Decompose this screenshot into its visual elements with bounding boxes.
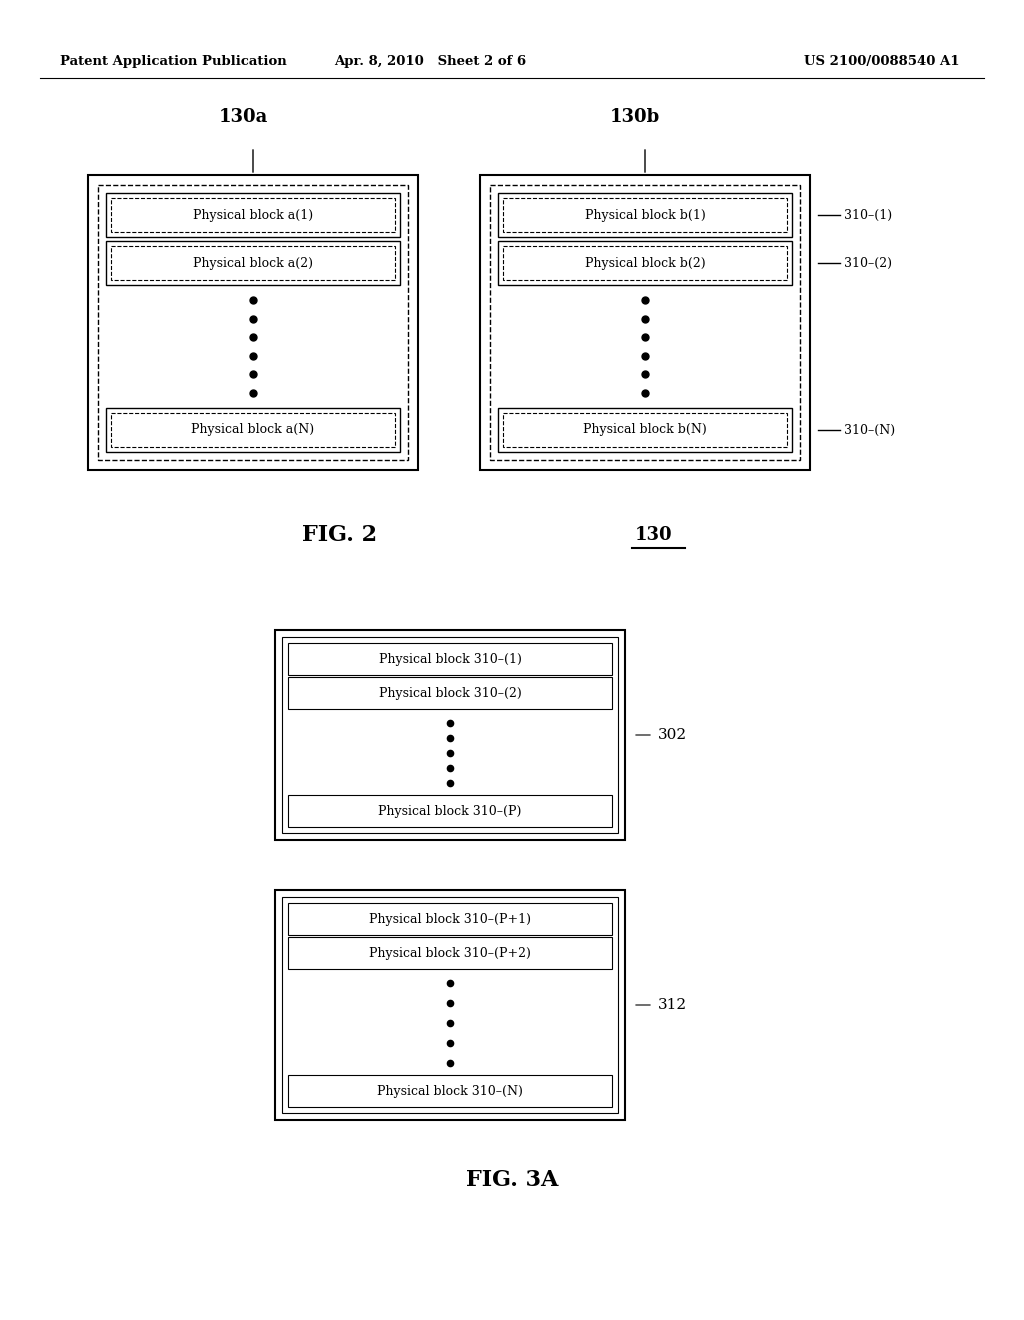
Bar bbox=[98, 185, 408, 459]
Bar bbox=[111, 246, 395, 280]
Bar bbox=[88, 176, 418, 470]
Bar bbox=[503, 413, 787, 447]
Bar bbox=[288, 677, 612, 709]
Text: Physical block 310–(2): Physical block 310–(2) bbox=[379, 686, 521, 700]
Text: Physical block b(N): Physical block b(N) bbox=[583, 424, 707, 437]
Text: Physical block b(1): Physical block b(1) bbox=[585, 209, 706, 222]
Bar bbox=[275, 890, 625, 1119]
Text: Physical block 310–(P): Physical block 310–(P) bbox=[378, 804, 521, 817]
Text: 130b: 130b bbox=[610, 108, 660, 125]
Text: Physical block a(N): Physical block a(N) bbox=[191, 424, 314, 437]
Bar bbox=[106, 193, 400, 238]
Bar bbox=[275, 630, 625, 840]
Text: Physical block a(2): Physical block a(2) bbox=[193, 256, 313, 269]
Text: Physical block a(1): Physical block a(1) bbox=[193, 209, 313, 222]
Text: 312: 312 bbox=[658, 998, 687, 1012]
Bar bbox=[490, 185, 800, 459]
Text: Physical block 310–(P+2): Physical block 310–(P+2) bbox=[369, 946, 530, 960]
Bar bbox=[480, 176, 810, 470]
Bar bbox=[498, 242, 792, 285]
Text: Physical block b(2): Physical block b(2) bbox=[585, 256, 706, 269]
Bar bbox=[498, 408, 792, 451]
Bar bbox=[503, 246, 787, 280]
Text: US 2100/0088540 A1: US 2100/0088540 A1 bbox=[805, 55, 961, 69]
Text: Patent Application Publication: Patent Application Publication bbox=[60, 55, 287, 69]
Bar bbox=[288, 903, 612, 935]
Bar bbox=[498, 193, 792, 238]
Text: 130a: 130a bbox=[218, 108, 267, 125]
Bar bbox=[111, 413, 395, 447]
Text: FIG. 3A: FIG. 3A bbox=[466, 1170, 558, 1191]
Bar bbox=[288, 1074, 612, 1107]
Text: FIG. 2: FIG. 2 bbox=[302, 524, 378, 546]
Text: Apr. 8, 2010   Sheet 2 of 6: Apr. 8, 2010 Sheet 2 of 6 bbox=[334, 55, 526, 69]
Bar bbox=[106, 408, 400, 451]
Text: 302: 302 bbox=[658, 729, 687, 742]
Text: Physical block 310–(P+1): Physical block 310–(P+1) bbox=[369, 912, 531, 925]
Text: Physical block 310–(1): Physical block 310–(1) bbox=[379, 652, 521, 665]
Text: Physical block 310–(N): Physical block 310–(N) bbox=[377, 1085, 523, 1097]
Bar bbox=[503, 198, 787, 232]
Text: 310–(N): 310–(N) bbox=[844, 424, 895, 437]
Bar bbox=[111, 198, 395, 232]
Bar bbox=[282, 898, 618, 1113]
Bar bbox=[106, 242, 400, 285]
Text: 130: 130 bbox=[635, 525, 673, 544]
Bar bbox=[282, 638, 618, 833]
Text: 310–(1): 310–(1) bbox=[844, 209, 892, 222]
Text: 310–(2): 310–(2) bbox=[844, 256, 892, 269]
Bar bbox=[288, 937, 612, 969]
Bar bbox=[288, 643, 612, 675]
Bar bbox=[288, 795, 612, 828]
